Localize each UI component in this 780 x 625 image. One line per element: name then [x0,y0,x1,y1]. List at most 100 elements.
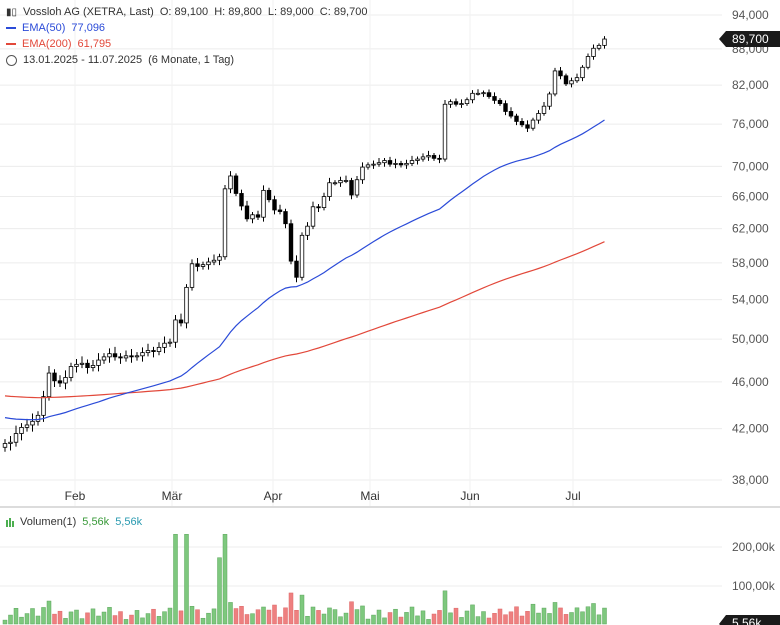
candle-body [228,175,233,190]
volume-bar [398,616,404,625]
candles [2,36,607,452]
last-price-badge: 89,700 [719,31,780,47]
candle-body [41,396,46,416]
candle-body [162,342,167,348]
volume-bar [382,617,387,625]
candle-body [24,424,30,428]
candle-body [448,101,453,105]
volume-bar [2,619,8,625]
volume-bar [563,614,569,625]
volume-axis-labels: 200,00k 100,00k [732,540,776,593]
candle-body [321,196,327,208]
volume-bar [310,606,316,625]
volume-bar [464,610,470,625]
candle-body [112,353,118,358]
candle-body [140,352,145,357]
ema200-label: EMA(200) [22,38,72,50]
candle-body [85,362,90,369]
volume-bar [426,619,431,625]
volume-bar [57,610,63,625]
volume-bar [244,614,250,625]
candle-body [156,346,162,352]
volume-bar [332,609,338,625]
candle-body [63,377,68,384]
volume-bar [24,613,30,625]
candle-body [591,47,596,57]
candle-body [497,99,503,105]
candle-body [525,124,530,129]
volume-bar [393,608,398,625]
volume-bar [492,613,497,625]
volume-bar [299,594,305,625]
volume-bar [591,603,596,625]
candle-body [129,355,134,358]
legend-ema50[interactable]: EMA(50) 77,096 [6,22,105,34]
candle-body [398,163,404,166]
candle-body [272,199,277,211]
volume-value-2: 5,56k [115,516,143,528]
x-tick-label: Mai [360,489,379,503]
volume-bar [8,614,13,625]
candle-body [151,350,156,352]
volume-bars [2,534,607,625]
volume-bar [85,612,90,625]
volume-bar [481,611,486,625]
clock-icon [6,54,17,66]
volume-bar [167,607,173,625]
ema200-swatch [6,43,16,45]
volume-bar [415,615,420,625]
volume-bar [574,607,580,625]
candle-body [134,355,140,358]
last-volume-text: 5,56k [732,616,762,625]
candle-body [349,180,354,196]
candle-body [574,77,580,82]
volume-bar [602,607,607,625]
volume-bar [156,616,162,625]
candle-body [552,70,558,95]
y-tick-label: 82,000 [732,78,769,92]
volume-bar [404,612,409,625]
ohlc-open: O: 89,100 [159,6,209,18]
volume-bar [409,606,415,625]
volume-bar [261,606,266,625]
candle-body [409,160,415,164]
volume-bar [475,616,481,625]
candle-body [173,319,178,343]
candle-body [602,38,607,46]
volume-bar [250,613,255,625]
ema50-line [4,119,605,421]
volume-bar [13,608,19,625]
volume-bar [558,607,563,625]
candle-body [387,160,393,165]
candle-body [569,80,574,85]
volume-bar [503,614,508,625]
volume-bar [195,609,200,625]
last-price-text: 89,700 [732,32,769,46]
ohlc-close: C: 89,700 [319,6,368,18]
candle-body [459,103,464,106]
candle-body [107,353,112,358]
candle-body [244,205,250,220]
volume-bar [206,612,211,625]
candle-body [558,70,563,77]
y-tick-label: 70,000 [732,159,769,173]
y-tick-label: 54,000 [732,293,769,307]
volume-bar [437,610,442,625]
x-tick-label: Apr [264,489,283,503]
candle-body [503,103,508,112]
x-tick-label: Jun [460,489,479,503]
legend-ema200[interactable]: EMA(200) 61,795 [6,38,111,50]
volume-bar [585,606,591,625]
y-tick-label: 62,000 [732,222,769,236]
volume-bar [41,607,46,625]
volume-bar [134,610,140,625]
candle-body [195,263,200,267]
volume-bar [321,613,327,625]
candle-body [360,166,365,181]
candle-body [266,189,272,201]
candle-body [123,355,129,359]
candle-body [426,155,431,158]
candle-body [200,264,206,267]
candle-body [585,56,591,68]
candle-body [486,92,492,97]
